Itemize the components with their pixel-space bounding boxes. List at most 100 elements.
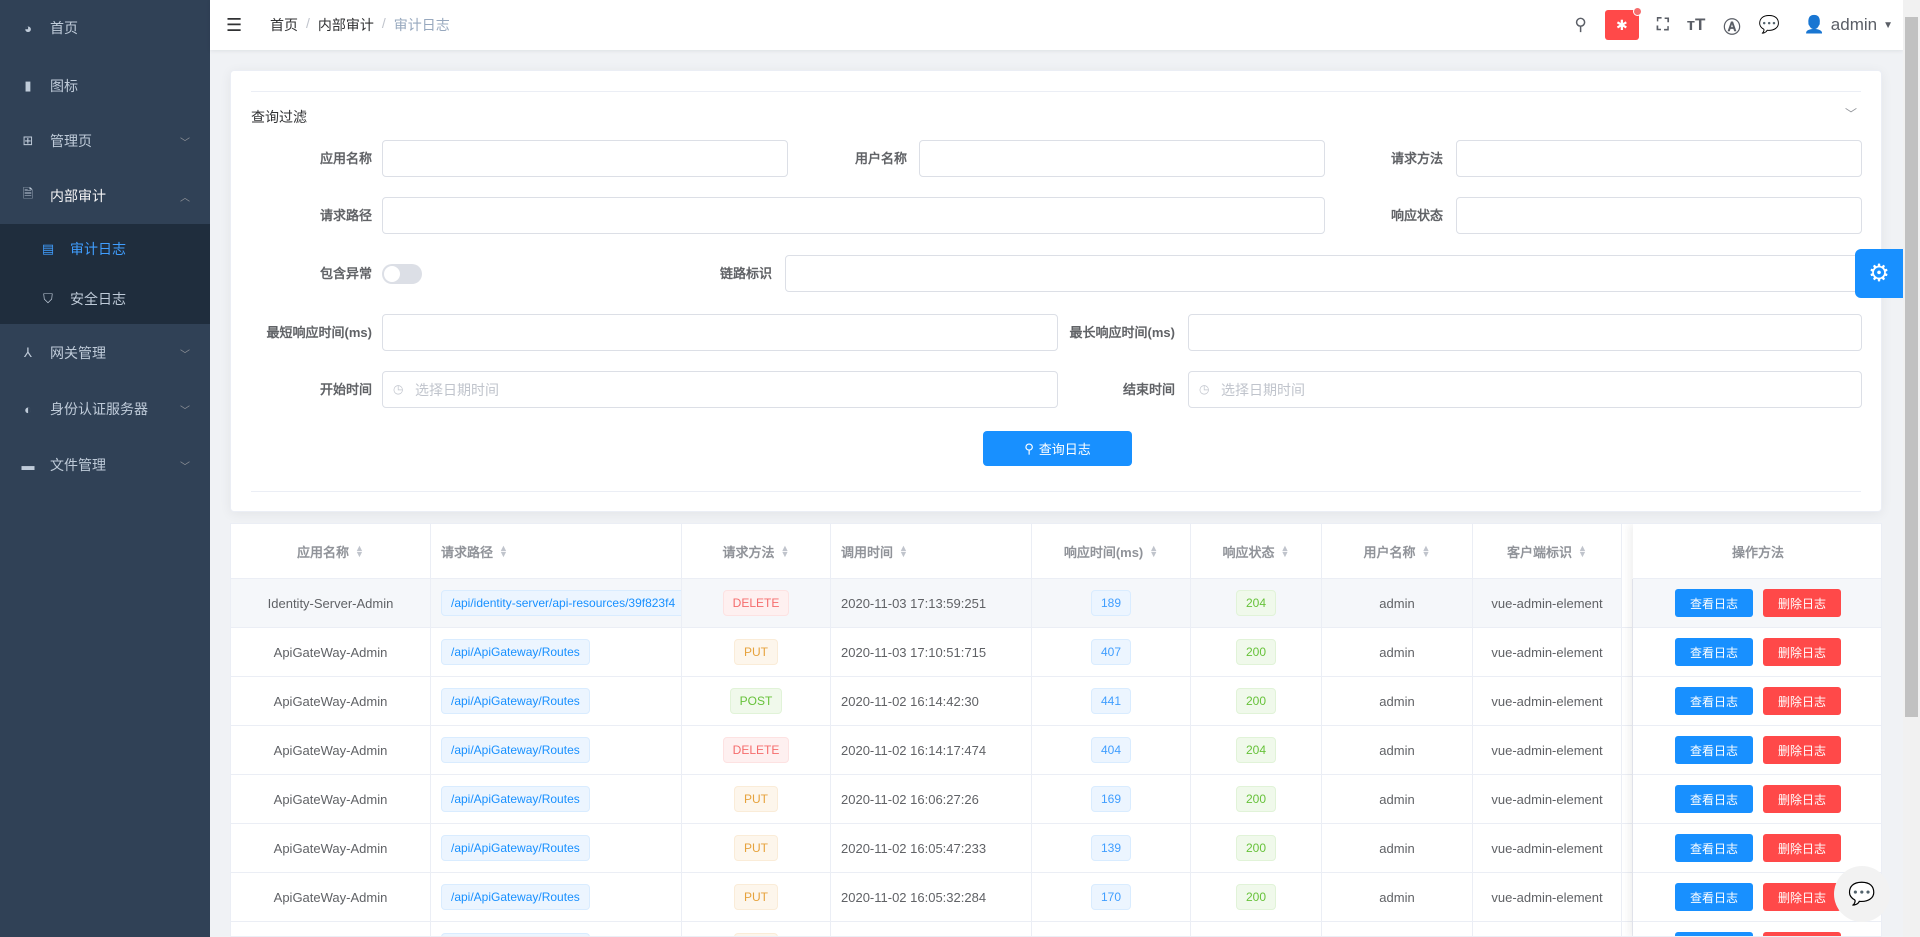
path-tag: /api/ApiGateway/Routes	[441, 933, 590, 936]
method-input[interactable]	[1456, 140, 1862, 177]
sort-icon[interactable]: ▲ ▼	[1421, 543, 1431, 559]
cell-text: admin	[1379, 840, 1415, 856]
column-header: 操作方法	[1633, 524, 1881, 579]
view-log-button[interactable]: 查看日志	[1674, 687, 1753, 715]
status-tag: 200	[1235, 786, 1277, 812]
column-header[interactable]: 请求路径 ▲ ▼	[431, 524, 682, 579]
table-cell: 169	[1032, 775, 1191, 824]
status-tag: 200	[1235, 884, 1277, 910]
breadcrumb-audit[interactable]: 内部审计	[317, 17, 374, 33]
sort-icon[interactable]: ▲ ▼	[1149, 543, 1159, 559]
cell-text: ApiGateWay-Admin	[273, 742, 388, 758]
view-log-button[interactable]: 查看日志	[1674, 638, 1753, 666]
view-log-button[interactable]: 查看日志	[1674, 589, 1753, 617]
column-header[interactable]: 用户名称 ▲ ▼	[1322, 524, 1473, 579]
view-log-button[interactable]: 查看日志	[1674, 883, 1753, 911]
chevron-down-icon[interactable]: ﹀	[1844, 107, 1857, 121]
filter-title[interactable]: 查询过滤	[251, 109, 307, 125]
delete-log-button[interactable]: 删除日志	[1763, 687, 1842, 715]
view-log-button[interactable]: 查看日志	[1674, 736, 1753, 764]
search-icon[interactable]: ⚲	[1574, 15, 1587, 34]
action-cell: 查看日志删除日志	[1633, 677, 1881, 726]
sidebar-item[interactable]: ⅄ 网关管理 ﹀	[0, 325, 210, 381]
cell-text: admin	[1379, 595, 1415, 611]
sidebar-item[interactable]: ◕ 首页	[0, 0, 210, 56]
column-header[interactable]: 应用名称 ▲ ▼	[231, 524, 431, 579]
settings-gear-icon[interactable]: ⚙	[1855, 249, 1903, 298]
path-tag: /api/ApiGateway/Routes	[441, 737, 590, 763]
chat-bubble-icon[interactable]: 💬	[1834, 866, 1890, 922]
sidebar-subitem[interactable]: ⛉ 安全日志	[0, 274, 210, 324]
audit-icon: 🗎	[22, 186, 34, 201]
column-title: 操作方法	[1731, 544, 1784, 560]
translate-icon[interactable]: Ⓐ	[1723, 17, 1741, 37]
view-log-button[interactable]: 查看日志	[1674, 834, 1753, 862]
view-log-button[interactable]: 查看日志	[1674, 785, 1753, 813]
column-header[interactable]: 响应时间(ms) ▲ ▼	[1032, 524, 1191, 579]
sidebar-subitem[interactable]: ▤ 审计日志	[0, 224, 210, 274]
sort-icon[interactable]: ▲ ▼	[899, 543, 908, 559]
view-log-button[interactable]: 查看日志	[1674, 932, 1753, 936]
min-duration-input[interactable]	[382, 314, 1058, 351]
table-cell: PUT	[682, 873, 831, 922]
fullscreen-icon[interactable]: ⛶	[1656, 15, 1669, 34]
message-icon[interactable]: 💬	[1758, 15, 1780, 34]
identity-icon: ◐	[24, 401, 32, 417]
start-time-picker[interactable]	[382, 371, 1058, 408]
include-exception-switch[interactable]	[382, 264, 422, 284]
path-tag: /api/ApiGateway/Routes	[441, 835, 590, 861]
column-header[interactable]: 客户端标识 ▲ ▼	[1473, 524, 1622, 579]
sidebar-item[interactable]: ▮ 图标	[0, 58, 210, 114]
method-tag: PUT	[734, 835, 778, 861]
column-title: 响应状态	[1222, 544, 1275, 560]
delete-log-button[interactable]: 删除日志	[1763, 589, 1842, 617]
folder-icon: ▬	[21, 457, 35, 473]
cell-text: admin	[1379, 693, 1415, 709]
sort-icon[interactable]: ▲ ▼	[355, 543, 364, 559]
user-dropdown[interactable]: 👤 admin ▼	[1804, 15, 1893, 35]
table-cell: 200	[1191, 775, 1322, 824]
duration-tag: 169	[1090, 786, 1132, 812]
app-name-input[interactable]	[382, 140, 788, 177]
bug-icon[interactable]: ✱	[1604, 7, 1642, 40]
table-cell: ApiGateWay-Admin	[231, 628, 431, 677]
column-header[interactable]: 调用时间 ▲ ▼	[831, 524, 1032, 579]
status-input[interactable]	[1456, 197, 1862, 234]
duration-tag: 407	[1090, 639, 1132, 665]
table-cell: vue-admin-element	[1473, 628, 1622, 677]
end-time-picker[interactable]	[1188, 371, 1862, 408]
sidebar-item[interactable]: ⊞ 管理页 ﹀	[0, 113, 210, 169]
table-cell: vue-admin-element	[1473, 677, 1622, 726]
delete-log-button[interactable]: 删除日志	[1763, 883, 1842, 911]
duration-tag: 404	[1090, 737, 1132, 763]
path-tag: /api/ApiGateway/Routes	[441, 884, 590, 910]
font-size-icon[interactable]: тT	[1686, 15, 1706, 34]
breadcrumb-home[interactable]: 首页	[270, 17, 298, 33]
sidebar-item[interactable]: ◐ 身份认证服务器 ﹀	[0, 381, 210, 437]
column-header[interactable]: 响应状态 ▲ ▼	[1191, 524, 1322, 579]
column-header[interactable]: 请求方法 ▲ ▼	[682, 524, 831, 579]
delete-log-button[interactable]: 删除日志	[1763, 638, 1842, 666]
sidebar-item[interactable]: 🗎 内部审计 ︿	[0, 168, 210, 224]
trace-id-input[interactable]	[785, 255, 1862, 292]
search-logs-button[interactable]: ⚲ 查询日志	[983, 431, 1132, 466]
max-duration-input[interactable]	[1188, 314, 1862, 351]
table-cell: 200	[1191, 628, 1322, 677]
sort-icon[interactable]: ▲ ▼	[499, 543, 508, 559]
path-input[interactable]	[382, 197, 1325, 234]
shield-icon: ⛉	[43, 291, 53, 306]
page-scrollbar[interactable]	[1903, 0, 1920, 937]
hamburger-icon[interactable]: ☰	[226, 14, 243, 35]
delete-log-button[interactable]: 删除日志	[1763, 834, 1842, 862]
sidebar-item[interactable]: ▬ 文件管理 ﹀	[0, 437, 210, 493]
user-name-input[interactable]	[919, 140, 1325, 177]
column-title: 请求路径	[441, 544, 494, 560]
chevron-icon: ﹀	[180, 405, 190, 417]
delete-log-button[interactable]: 删除日志	[1763, 736, 1842, 764]
sort-icon[interactable]: ▲ ▼	[1578, 543, 1587, 559]
sort-icon[interactable]: ▲ ▼	[1280, 543, 1290, 559]
delete-log-button[interactable]: 删除日志	[1763, 785, 1842, 813]
delete-log-button[interactable]: 删除日志	[1763, 932, 1842, 936]
sort-icon[interactable]: ▲ ▼	[780, 543, 790, 559]
sidebar-subitem-label: 安全日志	[70, 291, 126, 307]
